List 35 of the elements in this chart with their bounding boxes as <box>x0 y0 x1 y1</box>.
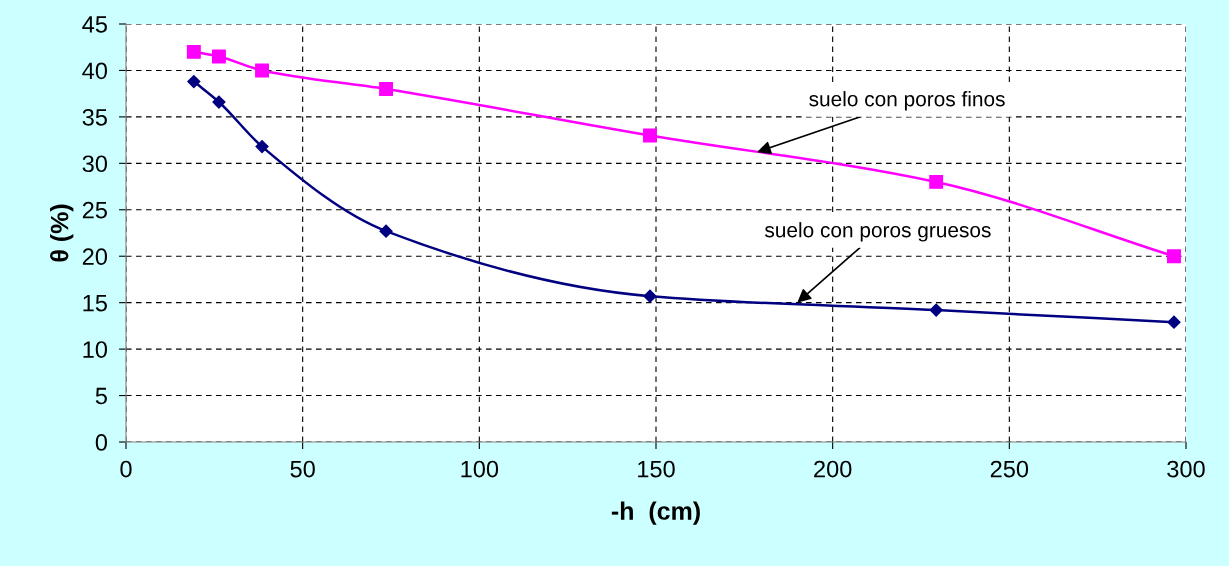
point <box>1167 315 1181 329</box>
y-tick-label: 5 <box>95 387 107 405</box>
point <box>255 140 269 154</box>
point <box>211 49 226 64</box>
point <box>929 174 944 189</box>
x-tick-label: 100 <box>461 460 499 478</box>
point <box>379 82 393 96</box>
x-axis-title: -h (cm) <box>611 501 700 525</box>
x-tick-label: 250 <box>990 460 1029 478</box>
x-tick-label: 0 <box>120 460 132 478</box>
y-tick-label: 30 <box>82 155 108 173</box>
y-tick-label: 35 <box>82 108 107 126</box>
point <box>187 75 201 89</box>
y-tick-label: 40 <box>82 62 108 80</box>
y-tick-label: 25 <box>82 201 107 219</box>
point <box>929 303 943 317</box>
point <box>212 95 226 109</box>
y-axis-title: θ (%) <box>50 204 74 262</box>
x-tick-label: 200 <box>814 460 852 478</box>
point <box>643 289 657 303</box>
y-tick-label: 15 <box>83 294 107 312</box>
point <box>1167 249 1181 264</box>
y-tick-label: 0 <box>95 434 108 451</box>
point <box>643 128 657 143</box>
x-tick-label: 300 <box>1167 460 1205 478</box>
x-tick-label: 50 <box>290 460 315 478</box>
y-tick-label: 10 <box>83 341 108 358</box>
point <box>186 44 201 59</box>
point <box>379 224 393 238</box>
point <box>255 63 269 78</box>
y-tick-label: 45 <box>82 16 107 33</box>
y-tick-label: 20 <box>82 248 108 266</box>
annotation: suelo con poros gruesos <box>764 222 991 242</box>
annotation: suelo con poros finos <box>809 91 1005 111</box>
x-tick-label: 150 <box>638 460 675 478</box>
